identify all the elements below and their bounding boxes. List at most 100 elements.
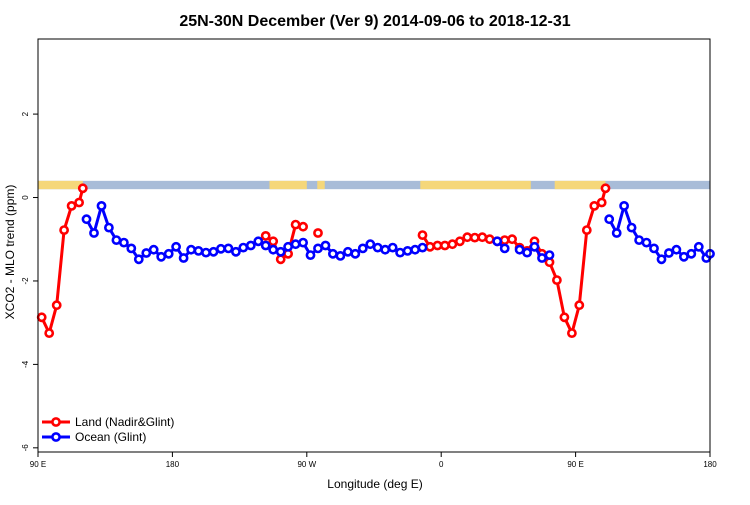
- data-point: [335, 250, 346, 261]
- data-point: [81, 214, 92, 225]
- data-point: [253, 236, 264, 247]
- data-point: [193, 245, 204, 256]
- data-point: [454, 236, 465, 247]
- data-point: [163, 248, 174, 259]
- legend-label: Land (Nadir&Glint): [75, 415, 174, 429]
- data-point: [59, 225, 69, 235]
- land-strip-segment: [420, 180, 531, 190]
- x-tick-label: 180: [703, 460, 717, 469]
- y-tick-label: -6: [21, 444, 30, 452]
- data-point: [604, 214, 615, 225]
- data-point: [36, 312, 47, 323]
- data-point: [417, 230, 428, 240]
- data-point: [260, 230, 271, 241]
- data-point: [447, 239, 458, 250]
- legend-label: Ocean (Glint): [75, 430, 146, 444]
- series-line: [421, 187, 607, 338]
- data-point: [215, 243, 226, 254]
- data-point: [290, 239, 301, 250]
- data-point: [290, 219, 301, 230]
- data-point: [559, 312, 570, 323]
- data-point: [365, 239, 376, 250]
- legend-marker: [51, 432, 61, 442]
- data-point: [380, 244, 391, 255]
- x-tick-label: 0: [439, 460, 444, 469]
- land-strip-segment: [317, 180, 325, 190]
- data-point: [671, 244, 682, 255]
- x-tick-label: 90 E: [567, 460, 583, 469]
- data-point: [313, 228, 323, 238]
- axes: 90 E 180 90 W 0 90 E 180 -6 -4 -2 0 2: [21, 111, 717, 469]
- ocean-strip: [38, 180, 710, 190]
- data-point: [298, 237, 308, 248]
- data-point: [611, 228, 622, 238]
- data-point: [589, 200, 600, 211]
- land-series: [36, 183, 611, 338]
- data-point: [492, 236, 503, 247]
- y-tick-label: 2: [21, 111, 30, 116]
- land-strip-segment: [554, 180, 606, 190]
- data-point: [148, 244, 159, 255]
- data-point: [387, 242, 398, 253]
- x-tick-label: 90 W: [297, 460, 316, 469]
- data-point: [499, 235, 510, 245]
- data-point: [77, 183, 88, 194]
- data-point: [417, 242, 428, 253]
- data-point: [96, 200, 107, 211]
- data-point: [619, 200, 629, 211]
- data-point: [320, 240, 331, 251]
- data-point: [596, 197, 607, 208]
- data-point: [201, 247, 211, 258]
- data-point: [313, 243, 323, 254]
- data-point: [600, 183, 611, 194]
- ocean-series: [81, 200, 715, 265]
- data-point: [298, 221, 308, 232]
- land-strip-segment: [38, 180, 83, 190]
- data-point: [66, 200, 77, 211]
- data-point: [260, 240, 271, 251]
- legend: Land (Nadir&Glint)Ocean (Glint): [42, 415, 174, 444]
- x-tick-label: 90 E: [30, 460, 46, 469]
- data-point: [245, 240, 256, 251]
- data-point: [268, 244, 279, 255]
- chart-title: 25N-30N December (Ver 9) 2014-09-06 to 2…: [179, 13, 570, 30]
- data-point: [484, 234, 495, 245]
- data-point: [469, 232, 480, 243]
- data-point: [522, 247, 532, 258]
- y-axis-label: XCO2 - MLO trend (ppm): [3, 185, 17, 320]
- data-point: [372, 242, 383, 253]
- data-point: [402, 245, 413, 256]
- data-point: [649, 243, 659, 254]
- data-point: [44, 328, 55, 338]
- data-point: [178, 253, 189, 263]
- data-point: [529, 241, 540, 252]
- data-point: [574, 300, 585, 311]
- data-point: [133, 254, 144, 265]
- series-line: [40, 187, 85, 338]
- data-point: [283, 241, 293, 252]
- data-point: [693, 241, 704, 252]
- land-ocean-strip: [38, 180, 710, 190]
- data-point: [208, 246, 219, 257]
- data-point: [141, 248, 152, 258]
- data-point: [425, 241, 435, 252]
- data-point: [223, 243, 234, 254]
- data-point: [327, 248, 338, 259]
- data-point: [686, 248, 697, 259]
- data-point: [275, 254, 286, 265]
- data-point: [342, 246, 353, 257]
- data-point: [126, 243, 137, 254]
- data-point: [156, 251, 167, 262]
- data-point: [89, 228, 99, 238]
- data-point: [514, 244, 525, 255]
- data-point: [171, 241, 181, 252]
- data-point: [507, 234, 517, 245]
- data-point: [641, 237, 652, 248]
- data-point: [462, 232, 473, 243]
- y-tick-label: -4: [21, 360, 30, 368]
- data-point: [305, 250, 316, 260]
- data-point: [111, 235, 122, 245]
- y-tick-label: 0: [21, 195, 30, 200]
